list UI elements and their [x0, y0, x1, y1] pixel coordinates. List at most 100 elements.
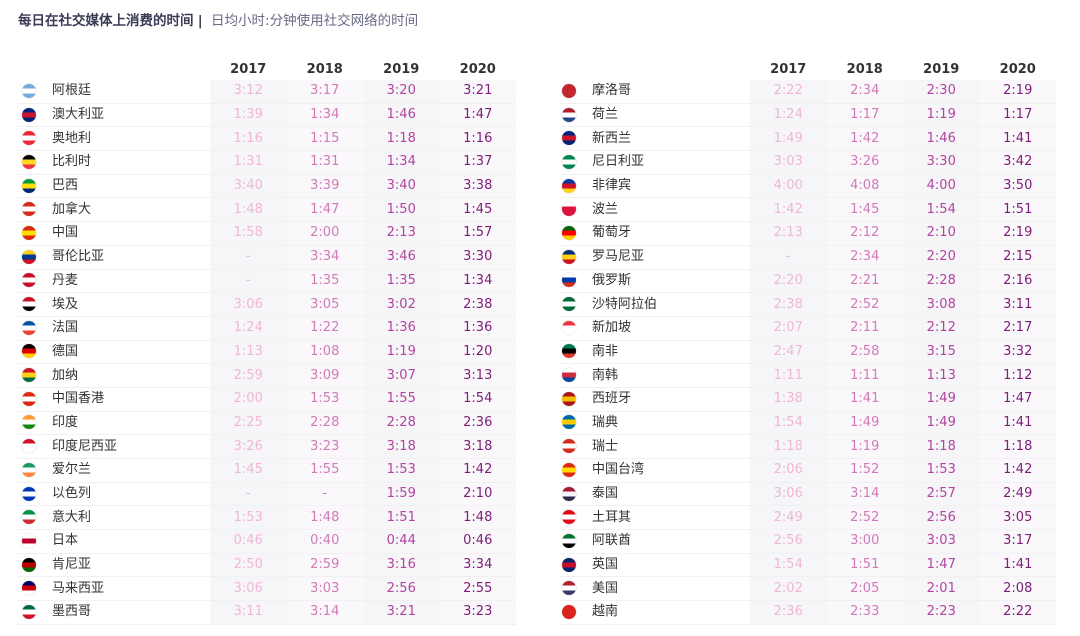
value-cell-2020: 1:18 — [979, 434, 1056, 459]
flag-cell — [18, 434, 40, 459]
value-cell-2017: 2:07 — [750, 316, 827, 341]
flag-india-icon — [22, 415, 36, 430]
value-cell-2019: 1:18 — [903, 434, 980, 459]
flag-uk-icon — [562, 557, 576, 572]
table-row: 印度尼西亚 3:26 3:23 3:18 3:18 — [18, 434, 516, 459]
value-cell-2018: 1:34 — [286, 103, 363, 128]
table-row: 德国 1:13 1:08 1:19 1:20 — [18, 340, 516, 365]
value-cell-2017: 2:36 — [750, 600, 827, 625]
value-cell-2018: 1:41 — [826, 387, 903, 412]
flag-egypt-icon — [22, 297, 36, 312]
value-cell-2017: 2:25 — [210, 411, 287, 436]
country-name: 中国 — [40, 221, 210, 246]
value-cell-2019: 2:28 — [903, 269, 980, 294]
value-cell-2017: 2:59 — [210, 363, 287, 388]
country-name: 德国 — [40, 340, 210, 365]
table-body-left: 阿根廷 3:12 3:17 3:20 3:21 澳大利亚 1:39 1:34 1:46 1:47 奥… — [18, 80, 516, 625]
country-name: 印度尼西亚 — [40, 434, 210, 459]
data-table-left: 2017 2018 2019 2020 阿根廷 3:12 3:17 3:20 3:21 澳… — [18, 58, 516, 625]
country-name: 瑞典 — [580, 411, 750, 436]
country-name: 瑞士 — [580, 434, 750, 459]
value-cell-2019: 3:07 — [363, 363, 440, 388]
value-cell-2019: 3:30 — [903, 150, 980, 175]
value-cell-2020: 2:55 — [439, 576, 516, 602]
flag-russia-icon — [562, 273, 576, 288]
value-cell-2017: 1:42 — [750, 197, 827, 223]
value-cell-2020: 2:49 — [979, 482, 1056, 507]
flag-austria-icon — [22, 131, 36, 146]
value-cell-2019: 1:55 — [363, 387, 440, 412]
value-cell-2017: 2:00 — [210, 387, 287, 412]
table-header-row: 2017 2018 2019 2020 — [18, 58, 516, 80]
value-cell-2020: 3:11 — [979, 292, 1056, 317]
value-cell-2019: 1:46 — [903, 126, 980, 152]
value-cell-2018: 1:51 — [826, 553, 903, 578]
value-cell-2018: 1:47 — [286, 197, 363, 223]
value-cell-2017: 1:31 — [210, 150, 287, 175]
country-name: 沙特阿拉伯 — [580, 292, 750, 317]
flag-poland-icon — [562, 202, 576, 217]
flag-cell — [18, 340, 40, 365]
value-cell-2018: - — [286, 482, 363, 507]
flag-taiwan-icon — [562, 462, 576, 477]
country-header — [580, 58, 750, 80]
table-row: 比利时 1:31 1:31 1:34 1:37 — [18, 150, 516, 175]
value-cell-2019: 2:56 — [363, 576, 440, 602]
value-cell-2018: 1:48 — [286, 505, 363, 531]
value-cell-2017: 2:06 — [750, 458, 827, 483]
table-row: 奥地利 1:16 1:15 1:18 1:16 — [18, 126, 516, 152]
country-name: 哥伦比亚 — [40, 245, 210, 270]
year-header-2019: 2019 — [923, 61, 960, 77]
value-cell-2018: 1:52 — [826, 458, 903, 483]
value-cell-2017: 2:56 — [750, 529, 827, 554]
value-cell-2019: 3:21 — [363, 600, 440, 625]
flag-usa-icon — [562, 581, 576, 596]
value-cell-2017: - — [210, 245, 287, 270]
flag-cell — [18, 505, 40, 531]
value-cell-2019: 1:50 — [363, 197, 440, 223]
value-cell-2017: 3:11 — [210, 600, 287, 625]
value-cell-2020: 1:16 — [439, 126, 516, 152]
value-cell-2018: 2:11 — [826, 316, 903, 341]
flag-netherlands-icon — [562, 107, 576, 122]
value-cell-2020: 1:41 — [979, 126, 1056, 152]
country-name: 印度 — [40, 411, 210, 436]
flag-new-zealand-icon — [562, 131, 576, 146]
value-cell-2018: 1:19 — [826, 434, 903, 459]
value-cell-2019: 1:47 — [903, 553, 980, 578]
value-cell-2020: 1:41 — [979, 553, 1056, 578]
value-cell-2019: 2:56 — [903, 505, 980, 531]
flag-cell — [558, 150, 580, 175]
value-cell-2020: 3:50 — [979, 174, 1056, 199]
table-row: 非律宾 4:00 4:08 4:00 3:50 — [558, 174, 1056, 199]
flag-france-icon — [22, 320, 36, 335]
value-cell-2018: 1:45 — [826, 197, 903, 223]
value-cell-2018: 2:00 — [286, 221, 363, 246]
value-cell-2017: - — [210, 482, 287, 507]
country-name: 俄罗斯 — [580, 269, 750, 294]
flag-cell — [558, 340, 580, 365]
year-header-2019: 2019 — [383, 61, 420, 77]
value-cell-2017: 2:13 — [750, 221, 827, 246]
flag-cell — [18, 363, 40, 388]
value-cell-2019: 2:01 — [903, 576, 980, 602]
flag-cell — [558, 103, 580, 128]
country-name: 日本 — [40, 529, 210, 554]
value-cell-2017: 3:06 — [210, 292, 287, 317]
value-cell-2017: 2:49 — [750, 505, 827, 531]
flag-cell — [18, 103, 40, 128]
flag-cell — [18, 197, 40, 223]
value-cell-2019: 3:03 — [903, 529, 980, 554]
value-cell-2017: 2:50 — [210, 553, 287, 578]
country-header — [40, 58, 210, 80]
table-row: 葡萄牙 2:13 2:12 2:10 2:19 — [558, 221, 1056, 246]
flag-cell — [18, 482, 40, 507]
value-cell-2019: 3:08 — [903, 292, 980, 317]
value-cell-2020: 3:18 — [439, 434, 516, 459]
flag-cell — [18, 553, 40, 578]
value-cell-2018: 1:55 — [286, 458, 363, 483]
flag-vietnam-icon — [562, 604, 576, 619]
flag-south-africa-icon — [562, 344, 576, 359]
country-name: 爱尔兰 — [40, 458, 210, 483]
value-cell-2020: 3:23 — [439, 600, 516, 625]
